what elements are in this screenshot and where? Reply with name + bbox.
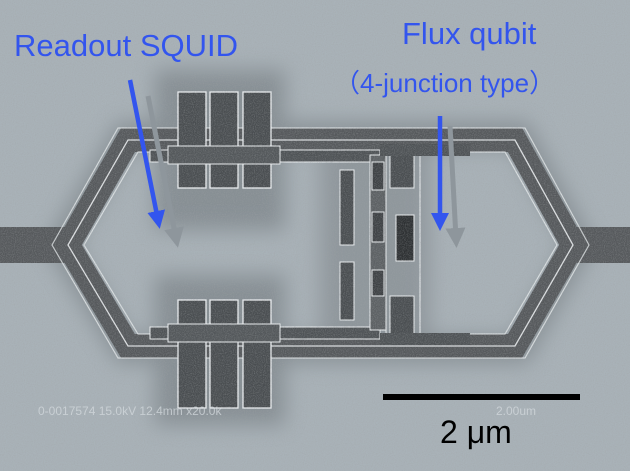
readout-squid-arrow bbox=[127, 79, 166, 229]
flux-qubit-type-label: （4-junction type） bbox=[334, 68, 556, 98]
scale-bar-label: 2 μm bbox=[440, 414, 512, 450]
gray-arrow-left bbox=[145, 95, 184, 248]
gray-arrow-right bbox=[445, 125, 466, 248]
sem-scale-text: 2.00um bbox=[496, 404, 537, 418]
readout-squid-label: Readout SQUID bbox=[14, 28, 238, 63]
sem-metadata-text: 0-0017574 15.0kV 12.4mm x20.0k bbox=[38, 404, 222, 418]
scale-bar bbox=[383, 394, 580, 400]
flux-qubit-label: Flux qubit bbox=[402, 16, 537, 51]
